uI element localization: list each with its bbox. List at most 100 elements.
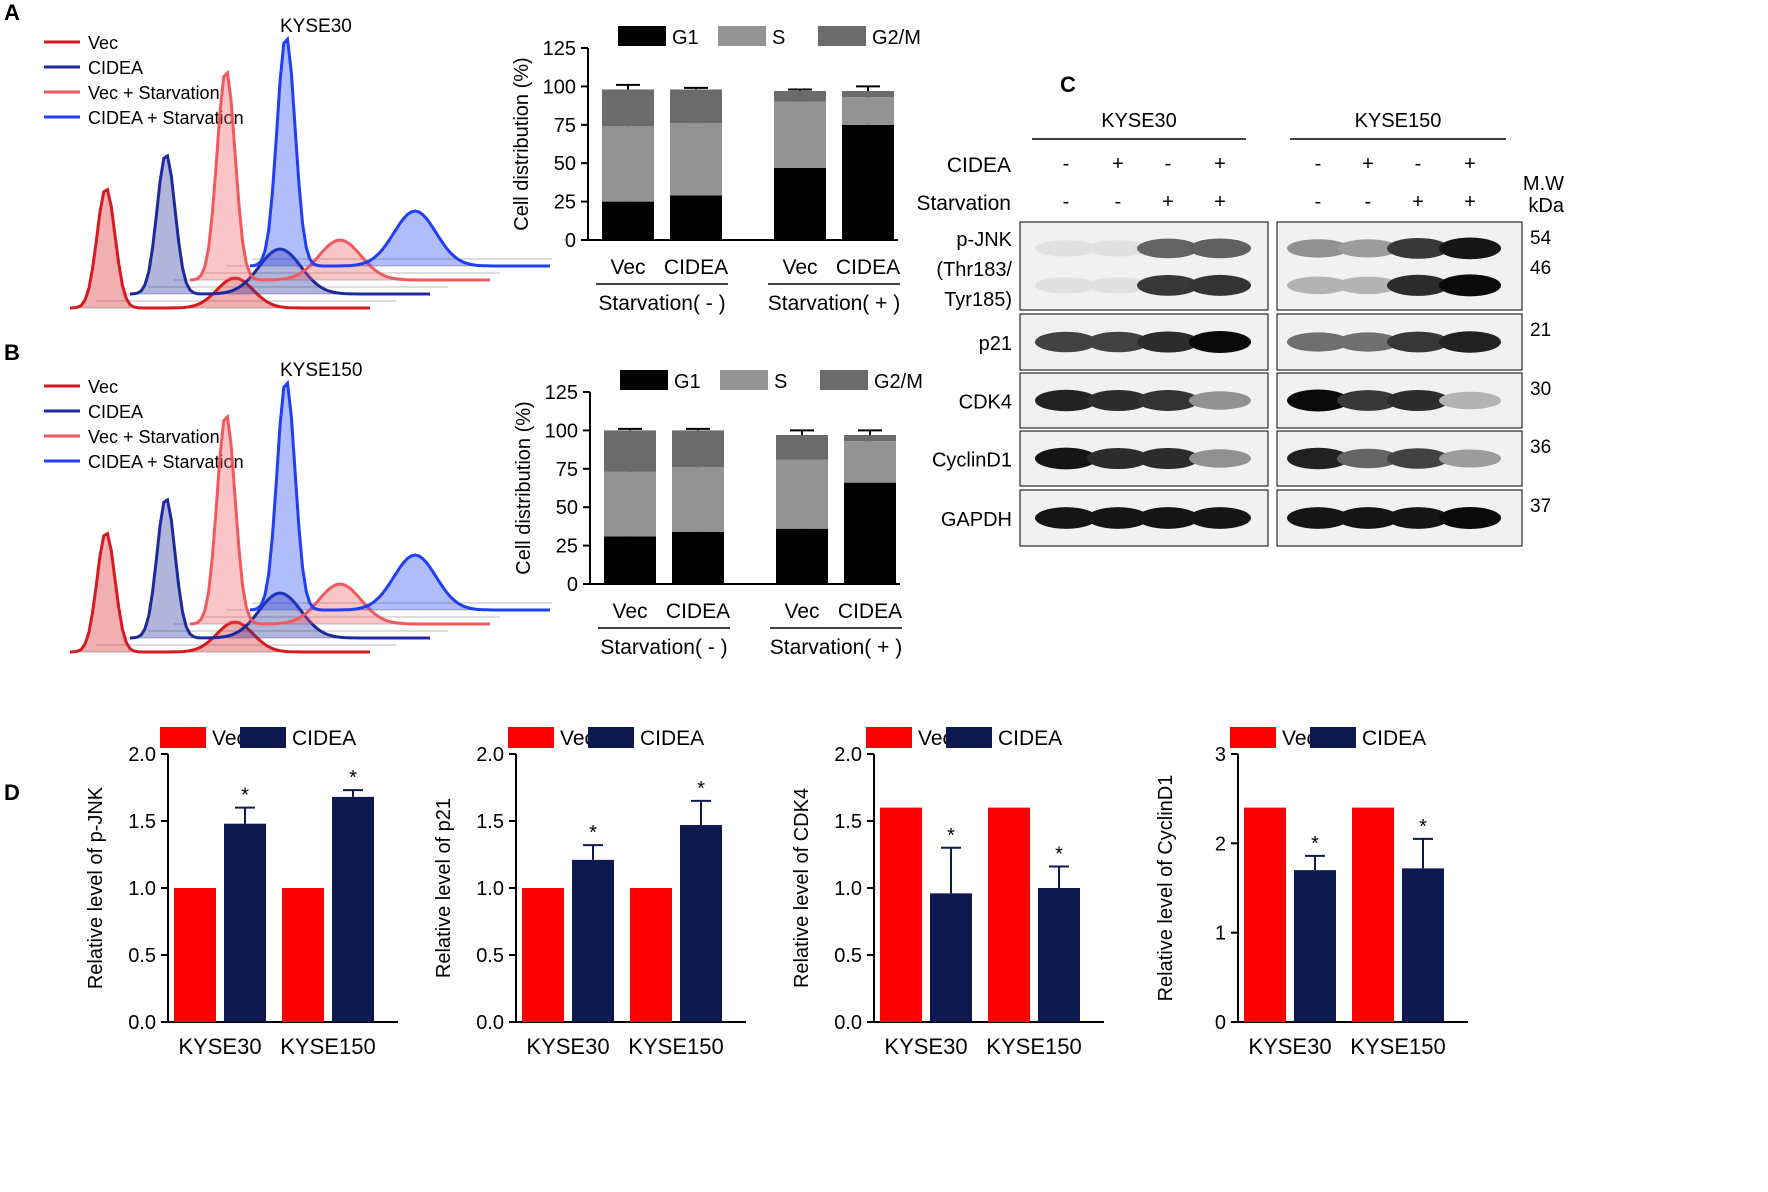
blot-band <box>1189 238 1251 259</box>
legend-swatch <box>160 727 206 748</box>
bar-segment <box>602 89 654 127</box>
legend-label: G1 <box>674 371 701 393</box>
blot-band <box>1287 447 1349 470</box>
blot-band <box>1035 389 1097 412</box>
y-tick-label: 0.0 <box>128 1012 156 1034</box>
bar-segment <box>842 91 894 98</box>
y-tick-label: 25 <box>554 192 576 214</box>
legend-label: CIDEA + Starvation <box>88 108 244 128</box>
y-tick-label: 0.5 <box>128 945 156 967</box>
bar <box>680 825 722 1022</box>
y-tick-label: 75 <box>556 459 578 481</box>
condition-sign: - <box>1115 191 1122 213</box>
cell-cycle-bar-chart-kyse150: 0 25 50 75 100 125 Cell distribution (%) G1 S G2/… <box>513 370 923 659</box>
legend-swatch <box>620 370 668 390</box>
legend-label: Vec <box>88 33 118 53</box>
bar-segment <box>672 531 724 584</box>
legend-label: CIDEA + Starvation <box>88 452 244 472</box>
bar <box>1038 888 1080 1022</box>
blot-band <box>1387 274 1449 296</box>
bar <box>1402 868 1444 1022</box>
legend-swatch <box>720 370 768 390</box>
legend-swatch <box>946 727 992 748</box>
mw-marker: 37 <box>1530 496 1551 517</box>
y-tick-label: 100 <box>543 76 576 98</box>
group-label: Starvation( + ) <box>770 636 902 659</box>
y-tick-label: 1.0 <box>834 878 862 900</box>
condition-sign: - <box>1365 191 1372 213</box>
y-tick-label: 125 <box>543 38 576 60</box>
blot-band <box>1287 276 1349 295</box>
legend-label: G1 <box>672 27 699 49</box>
blot-row-label: GAPDH <box>941 509 1012 531</box>
blot-band <box>1189 331 1251 353</box>
quant-chart-cyclind1: 0 1 2 3 Relative level of CyclinD1 Vec CIDEA * K… <box>1155 727 1468 1059</box>
mw-unit: kDa <box>1528 195 1564 217</box>
blot-band <box>1035 277 1097 294</box>
legend-label: Vec + Starvation <box>88 83 220 103</box>
condition-sign: - <box>1063 153 1070 175</box>
blot-band <box>1087 447 1149 470</box>
blot-frame <box>1019 221 1269 311</box>
bar <box>1244 807 1286 1022</box>
legend-label: CIDEA <box>88 402 143 422</box>
blot-band <box>1337 332 1399 352</box>
blot-band <box>1087 277 1149 294</box>
legend-swatch <box>588 727 634 748</box>
bar-segment <box>776 459 828 529</box>
bar-segment <box>602 201 654 240</box>
y-tick-label: 0.5 <box>476 945 504 967</box>
bar-segment <box>844 482 896 584</box>
x-tick-label: Vec <box>612 600 647 623</box>
legend-label: Vec <box>918 727 953 750</box>
y-tick-label: 50 <box>556 497 578 519</box>
y-axis-label: Relative level of CDK4 <box>791 788 813 988</box>
blot-band <box>1387 507 1449 529</box>
bar-segment <box>844 435 896 442</box>
bar-segment <box>842 124 894 240</box>
condition-label: Starvation <box>916 192 1011 215</box>
cell-cycle-bar-chart-kyse30: 0 25 50 75 100 125 Cell distribution (%) G1 S G2/… <box>511 26 921 315</box>
x-tick-label: KYSE150 <box>986 1034 1081 1059</box>
quant-chart-p21: 0.0 0.5 1.0 1.5 2.0 Relative level of p21 Vec C… <box>433 727 746 1059</box>
legend-label: Vec <box>560 727 595 750</box>
bar-segment <box>672 467 724 532</box>
histogram-fill <box>130 155 430 294</box>
y-tick-label: 1.0 <box>476 878 504 900</box>
panel-label-a: A <box>4 0 20 25</box>
blot-band <box>1137 274 1199 296</box>
blot-band <box>1035 240 1097 257</box>
bar-segment <box>774 167 826 240</box>
significance-mark: * <box>697 778 705 800</box>
significance-mark: * <box>1311 833 1319 855</box>
legend-swatch <box>508 727 554 748</box>
blot-band <box>1035 507 1097 529</box>
group-label: Starvation( - ) <box>598 292 725 315</box>
bar-segment <box>774 91 826 102</box>
x-tick-label: KYSE30 <box>884 1034 967 1059</box>
histogram-title: KYSE30 <box>280 16 352 37</box>
y-axis-label: Relative level of p-JNK <box>85 786 107 989</box>
blot-band <box>1387 448 1449 469</box>
blot-band <box>1137 331 1199 353</box>
y-tick-label: 3 <box>1215 744 1226 766</box>
group-label: Starvation( - ) <box>600 636 727 659</box>
condition-sign: - <box>1315 153 1322 175</box>
bar-segment <box>604 536 656 584</box>
y-tick-label: 50 <box>554 153 576 175</box>
condition-sign: + <box>1464 191 1476 213</box>
blot-row-label: CyclinD1 <box>932 450 1012 472</box>
blot-band <box>1287 507 1349 529</box>
y-tick-label: 2.0 <box>128 744 156 766</box>
blot-row-label: p-JNK <box>956 229 1012 251</box>
blot-band <box>1137 390 1199 411</box>
blot-band <box>1337 448 1399 469</box>
legend-swatch <box>820 370 868 390</box>
significance-mark: * <box>947 825 955 847</box>
condition-sign: + <box>1412 191 1424 213</box>
legend-label: CIDEA <box>292 727 356 750</box>
significance-mark: * <box>589 822 597 844</box>
y-tick-label: 75 <box>554 115 576 137</box>
bar <box>988 807 1030 1022</box>
group-label: Starvation( + ) <box>768 292 900 315</box>
